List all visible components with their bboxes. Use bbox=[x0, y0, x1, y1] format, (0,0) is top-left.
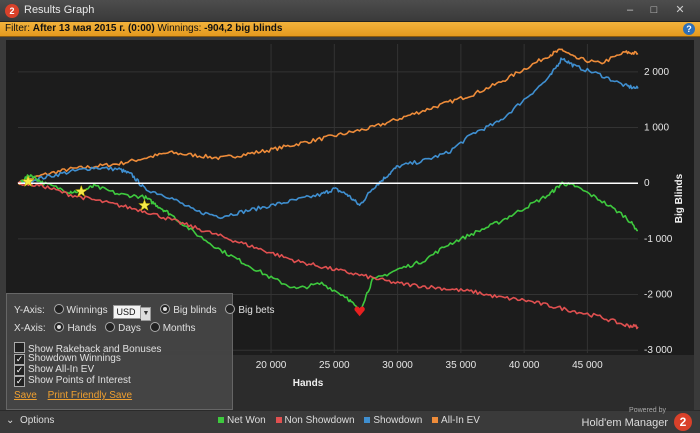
bottom-bar: ⌄ Options Net Won Non Showdown Showdown … bbox=[0, 407, 700, 433]
legend-label: All-In EV bbox=[441, 415, 480, 426]
close-button[interactable]: ✕ bbox=[675, 4, 685, 16]
filter-text: Filter: After 13 мая 2015 г. (0:00) Winn… bbox=[5, 23, 282, 34]
x-tick-label: 25 000 bbox=[319, 360, 350, 371]
check-icon[interactable]: ✓ bbox=[14, 376, 25, 387]
x-axis-row: X-Axis: Hands Days Months bbox=[14, 322, 196, 335]
checkbox-rakeback[interactable]: Show Rakeback and Bonuses bbox=[14, 342, 161, 355]
save-link[interactable]: Save bbox=[14, 390, 37, 401]
filter-value: After 13 мая 2015 г. (0:00) bbox=[32, 23, 155, 34]
radio-big-bets[interactable] bbox=[225, 304, 236, 314]
point-of-interest-star bbox=[21, 174, 35, 188]
checkbox-showdown[interactable]: ✓ Showdown Winnings bbox=[14, 353, 121, 366]
x-tick-label: 30 000 bbox=[382, 360, 413, 371]
brand-name: Hold'em Manager bbox=[581, 417, 668, 429]
title-bar: 2 Results Graph – □ ✕ bbox=[0, 0, 700, 22]
series-line-net-won bbox=[17, 174, 638, 313]
legend-swatch bbox=[275, 417, 282, 423]
x-axis-label: X-Axis: bbox=[14, 323, 46, 334]
help-icon[interactable]: ? bbox=[683, 23, 695, 35]
checkbox-label: Show All-In EV bbox=[28, 364, 95, 375]
y-option-winnings: Winnings bbox=[66, 305, 108, 316]
x-option-hands: Hands bbox=[67, 323, 97, 334]
x-option-months: Months bbox=[162, 323, 196, 334]
series-line-showdown bbox=[17, 57, 639, 220]
legend-label: Non Showdown bbox=[284, 415, 355, 426]
x-tick-label: 20 000 bbox=[256, 360, 287, 371]
powered-by: Powered by bbox=[629, 407, 666, 414]
legend: Net Won Non Showdown Showdown All-In EV bbox=[218, 415, 487, 426]
checkbox-all-in-ev[interactable]: ✓ Show All-In EV bbox=[14, 364, 94, 377]
chevron-down-icon: ⌄ bbox=[6, 415, 15, 426]
legend-item-showdown: Showdown bbox=[364, 415, 422, 426]
filter-bar: Filter: After 13 мая 2015 г. (0:00) Winn… bbox=[0, 22, 700, 37]
window-title: Results Graph bbox=[24, 4, 95, 16]
check-icon[interactable]: ✓ bbox=[14, 354, 25, 365]
radio-winnings[interactable] bbox=[53, 304, 64, 314]
legend-item-non-showdown: Non Showdown bbox=[275, 415, 355, 426]
y-option-big-bets: Big bets bbox=[238, 305, 275, 316]
y-tick-label: -2 000 bbox=[644, 290, 673, 301]
y-tick-label: -3 000 bbox=[644, 345, 673, 356]
point-of-interest-heart bbox=[354, 306, 365, 317]
y-axis-row: Y-Axis: Winnings USD ▼ Big blinds Big bet… bbox=[14, 304, 275, 321]
save-links: Save Print Friendly Save bbox=[14, 390, 140, 403]
y-axis-label: Big Blinds bbox=[674, 173, 685, 223]
x-tick-label: 40 000 bbox=[509, 360, 540, 371]
y-tick-label: 0 bbox=[644, 178, 650, 189]
chevron-down-icon[interactable]: ▼ bbox=[141, 307, 152, 321]
checkbox-label: Show Rakeback and Bonuses bbox=[28, 344, 162, 355]
x-axis-label: Hands bbox=[293, 378, 324, 389]
minimize-button[interactable]: – bbox=[626, 4, 634, 16]
checkbox-icon[interactable] bbox=[14, 342, 25, 353]
legend-label: Net Won bbox=[227, 415, 266, 426]
checkbox-points-of-interest[interactable]: ✓ Show Points of Interest bbox=[14, 375, 131, 388]
legend-swatch bbox=[218, 417, 224, 423]
legend-label: Showdown bbox=[373, 415, 423, 426]
app-icon: 2 bbox=[5, 4, 19, 18]
options-panel: Y-Axis: Winnings USD ▼ Big blinds Big bet… bbox=[6, 293, 275, 410]
radio-big-blinds[interactable] bbox=[160, 304, 171, 314]
y-tick-label: 1 000 bbox=[644, 123, 669, 134]
series-line-all-in-ev bbox=[17, 48, 639, 186]
winnings-value: -904,2 big blinds bbox=[204, 23, 283, 34]
legend-swatch bbox=[432, 417, 439, 423]
options-button[interactable]: ⌄ Options bbox=[6, 415, 54, 426]
checkbox-label: Show Points of Interest bbox=[28, 375, 131, 386]
radio-months[interactable] bbox=[149, 322, 160, 332]
checkbox-label: Showdown Winnings bbox=[28, 353, 121, 364]
y-tick-label: 2 000 bbox=[644, 67, 669, 78]
series-line-non-showdown bbox=[17, 180, 639, 330]
check-icon[interactable]: ✓ bbox=[14, 365, 25, 376]
print-friendly-save-link[interactable]: Print Friendly Save bbox=[47, 390, 133, 401]
legend-swatch bbox=[364, 417, 371, 423]
y-option-big-blinds: Big blinds bbox=[173, 305, 217, 316]
y-axis-label: Y-Axis: bbox=[14, 305, 45, 316]
radio-days[interactable] bbox=[105, 322, 116, 332]
x-tick-label: 45 000 bbox=[572, 360, 603, 371]
point-of-interest-star bbox=[74, 184, 88, 198]
brand-logo-icon: 2 bbox=[674, 413, 692, 431]
options-button-label: Options bbox=[19, 415, 55, 426]
filter-label: Filter: bbox=[5, 23, 30, 34]
point-of-interest-star bbox=[138, 198, 151, 211]
legend-item-net-won: Net Won bbox=[218, 415, 266, 426]
maximize-button[interactable]: □ bbox=[650, 4, 658, 16]
legend-item-all-in-ev: All-In EV bbox=[432, 415, 480, 426]
currency-select[interactable]: USD bbox=[113, 305, 142, 319]
winnings-label: Winnings: bbox=[157, 23, 202, 34]
y-tick-label: -1 000 bbox=[644, 234, 673, 245]
x-tick-label: 35 000 bbox=[446, 360, 477, 371]
x-option-days: Days bbox=[118, 323, 141, 334]
radio-hands[interactable] bbox=[54, 322, 65, 332]
